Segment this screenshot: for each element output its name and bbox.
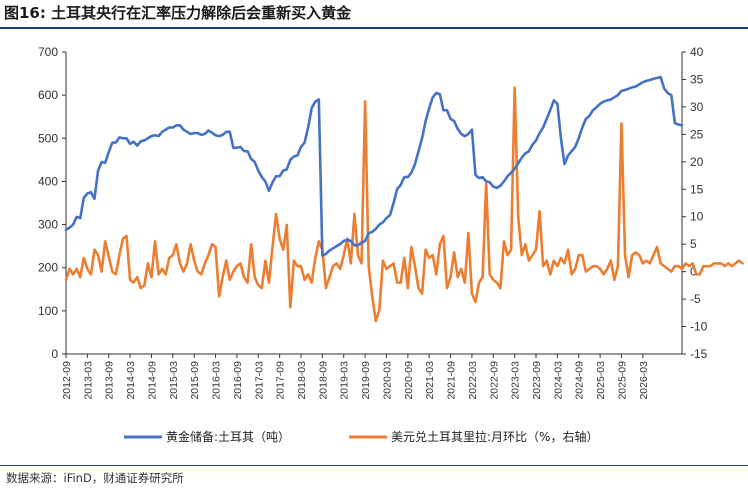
right-tick-label: -10 bbox=[690, 320, 708, 334]
left-tick-label: 100 bbox=[38, 304, 58, 318]
x-tick-label: 2020-03 bbox=[381, 361, 393, 400]
figure-title: 图16: 土耳其央行在汇率压力解除后会重新买入黄金 bbox=[4, 4, 352, 22]
right-tick-label: 30 bbox=[690, 100, 704, 114]
right-tick-label: -5 bbox=[690, 292, 701, 306]
left-tick-label: 300 bbox=[38, 218, 58, 232]
x-tick-label: 2024-09 bbox=[574, 361, 586, 400]
left-tick-label: 600 bbox=[38, 88, 58, 102]
axes: 0100200300400500600700-15-10-50510152025… bbox=[38, 45, 708, 400]
x-tick-label: 2016-03 bbox=[211, 361, 223, 400]
left-tick-label: 500 bbox=[38, 131, 58, 145]
x-tick-label: 2023-03 bbox=[510, 361, 522, 400]
right-tick-label: -15 bbox=[690, 347, 708, 361]
x-tick-label: 2015-09 bbox=[189, 361, 201, 400]
bottom-rule bbox=[0, 465, 748, 466]
x-tick-label: 2019-03 bbox=[339, 361, 351, 400]
series-lines bbox=[64, 75, 744, 323]
x-tick-label: 2017-09 bbox=[275, 361, 287, 400]
left-tick-label: 200 bbox=[38, 261, 58, 275]
x-tick-label: 2022-09 bbox=[488, 361, 500, 400]
right-tick-label: 40 bbox=[690, 45, 704, 59]
x-tick-label: 2022-03 bbox=[467, 361, 479, 400]
x-tick-label: 2018-09 bbox=[317, 361, 329, 400]
right-tick-label: 0 bbox=[690, 265, 697, 279]
left-tick-label: 700 bbox=[38, 45, 58, 59]
x-tick-label: 2014-03 bbox=[125, 361, 137, 400]
right-tick-label: 20 bbox=[690, 155, 704, 169]
x-tick-label: 2013-03 bbox=[82, 361, 94, 400]
x-tick-label: 2014-09 bbox=[146, 361, 158, 400]
x-tick-label: 2020-09 bbox=[403, 361, 415, 400]
x-tick-label: 2015-03 bbox=[168, 361, 180, 400]
x-tick-label: 2025-03 bbox=[595, 361, 607, 400]
x-tick-label: 2026-03 bbox=[638, 361, 650, 400]
x-tick-label: 2012-09 bbox=[61, 361, 73, 400]
right-tick-label: 10 bbox=[690, 210, 704, 224]
legend-usd-try-label: 美元兑土耳其里拉:月环比（%，右轴） bbox=[391, 429, 598, 444]
left-tick-label: 400 bbox=[38, 174, 58, 188]
right-tick-label: 25 bbox=[690, 127, 704, 141]
left-tick-label: 0 bbox=[51, 347, 58, 361]
title-rule bbox=[0, 27, 748, 29]
right-tick-label: 5 bbox=[690, 237, 697, 251]
usd-try-mom-line bbox=[64, 86, 744, 323]
x-tick-label: 2013-09 bbox=[104, 361, 116, 400]
source-note: 数据来源：iFinD，财通证券研究所 bbox=[6, 471, 184, 485]
x-tick-label: 2024-03 bbox=[552, 361, 564, 400]
legend: 黄金储备:土耳其（吨） 美元兑土耳其里拉:月环比（%，右轴） bbox=[124, 429, 598, 444]
x-tick-label: 2025-09 bbox=[616, 361, 628, 400]
gold-reserve-line bbox=[64, 75, 684, 257]
right-tick-label: 15 bbox=[690, 182, 704, 196]
x-tick-label: 2021-09 bbox=[446, 361, 458, 400]
x-tick-label: 2023-09 bbox=[531, 361, 543, 400]
x-tick-label: 2019-09 bbox=[360, 361, 372, 400]
right-tick-label: 35 bbox=[690, 72, 704, 86]
legend-gold-reserve-label: 黄金储备:土耳其（吨） bbox=[166, 429, 290, 444]
x-tick-label: 2017-03 bbox=[253, 361, 265, 400]
x-tick-label: 2021-03 bbox=[424, 361, 436, 400]
x-tick-label: 2016-09 bbox=[232, 361, 244, 400]
x-tick-label: 2018-03 bbox=[296, 361, 308, 400]
